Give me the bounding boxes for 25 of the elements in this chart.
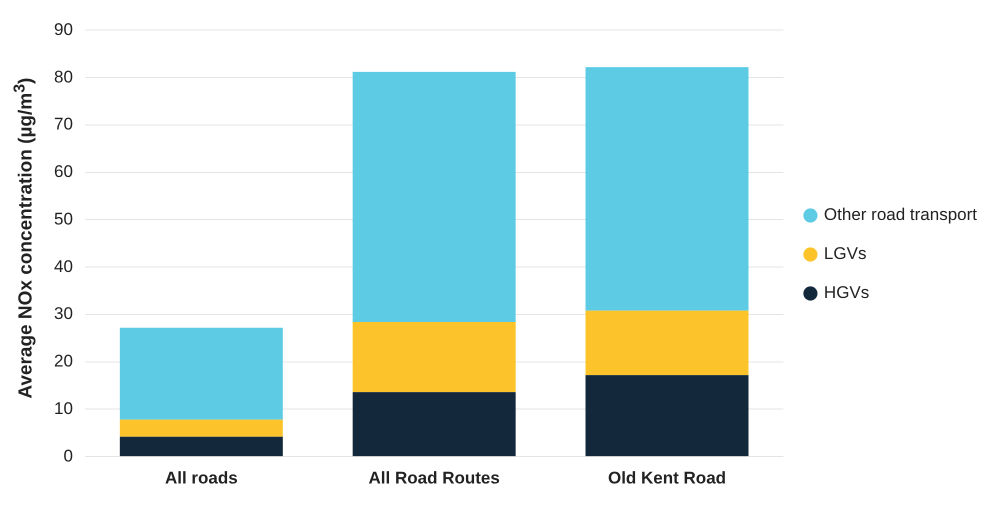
bar [120, 328, 283, 420]
y-tick-label: 20 [54, 352, 73, 371]
y-tick-label: 40 [54, 256, 73, 276]
bar [586, 310, 748, 376]
y-tick-label: 10 [54, 398, 73, 418]
bar [586, 67, 748, 311]
y-tick-label: 90 [54, 20, 73, 39]
bar [352, 72, 516, 322]
y-tick-label: 30 [54, 304, 73, 324]
x-tick-label: All roads [164, 468, 238, 488]
bar [352, 322, 516, 392]
y-tick-label: 70 [54, 114, 73, 134]
legend-label: Other road transport [824, 205, 978, 224]
y-tick-label: 80 [54, 67, 73, 86]
y-tick-label: 50 [54, 209, 73, 228]
bar [120, 420, 283, 437]
bar [120, 436, 283, 456]
y-tick-label: 0 [63, 446, 73, 466]
bar [586, 375, 748, 456]
legend-label: LGVs [824, 244, 866, 264]
y-tick-label: 60 [54, 162, 73, 182]
legend-label: HGVs [824, 283, 870, 302]
bar [352, 392, 516, 456]
x-tick-label: Old Kent Road [608, 468, 726, 488]
x-tick-label: All Road Routes [368, 468, 500, 488]
